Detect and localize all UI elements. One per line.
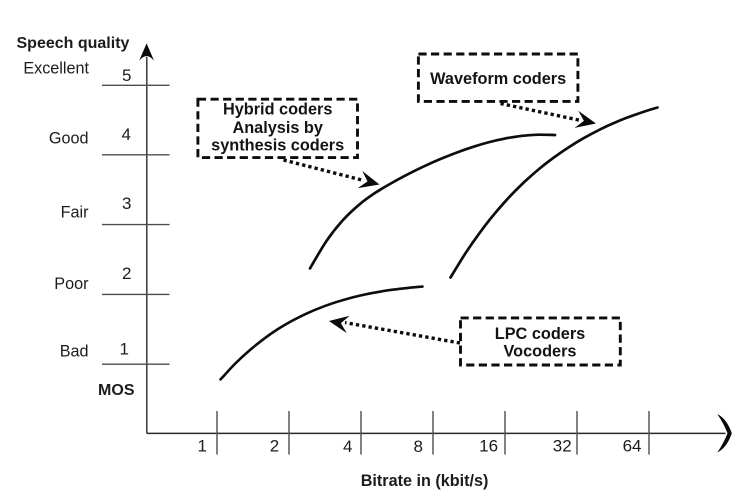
svg-text:LPC coders: LPC coders — [495, 325, 585, 343]
svg-text:2: 2 — [270, 437, 279, 456]
svg-text:4: 4 — [122, 125, 131, 144]
svg-text:16: 16 — [479, 437, 498, 456]
svg-text:32: 32 — [553, 437, 572, 456]
svg-text:MOS: MOS — [98, 382, 135, 399]
svg-text:1: 1 — [198, 437, 207, 456]
svg-text:Bitrate in (kbit/s): Bitrate in (kbit/s) — [361, 472, 489, 490]
svg-text:Speech quality: Speech quality — [17, 35, 130, 52]
svg-text:Excellent: Excellent — [23, 60, 89, 78]
svg-text:Hybrid coders: Hybrid coders — [223, 101, 332, 119]
svg-text:2: 2 — [122, 264, 131, 283]
svg-text:Good: Good — [49, 130, 89, 148]
svg-text:Poor: Poor — [54, 275, 89, 293]
svg-text:Analysis by: Analysis by — [232, 119, 323, 137]
svg-text:8: 8 — [414, 437, 423, 456]
svg-text:4: 4 — [343, 437, 352, 456]
svg-text:1: 1 — [120, 340, 129, 359]
svg-text:Waveform coders: Waveform coders — [430, 70, 566, 88]
svg-text:64: 64 — [623, 437, 642, 456]
svg-text:5: 5 — [122, 66, 131, 85]
svg-text:3: 3 — [122, 194, 131, 213]
svg-text:Vocoders: Vocoders — [504, 342, 577, 360]
svg-text:synthesis coders: synthesis coders — [211, 137, 344, 155]
svg-text:Fair: Fair — [61, 203, 89, 221]
svg-text:Bad: Bad — [60, 342, 89, 360]
